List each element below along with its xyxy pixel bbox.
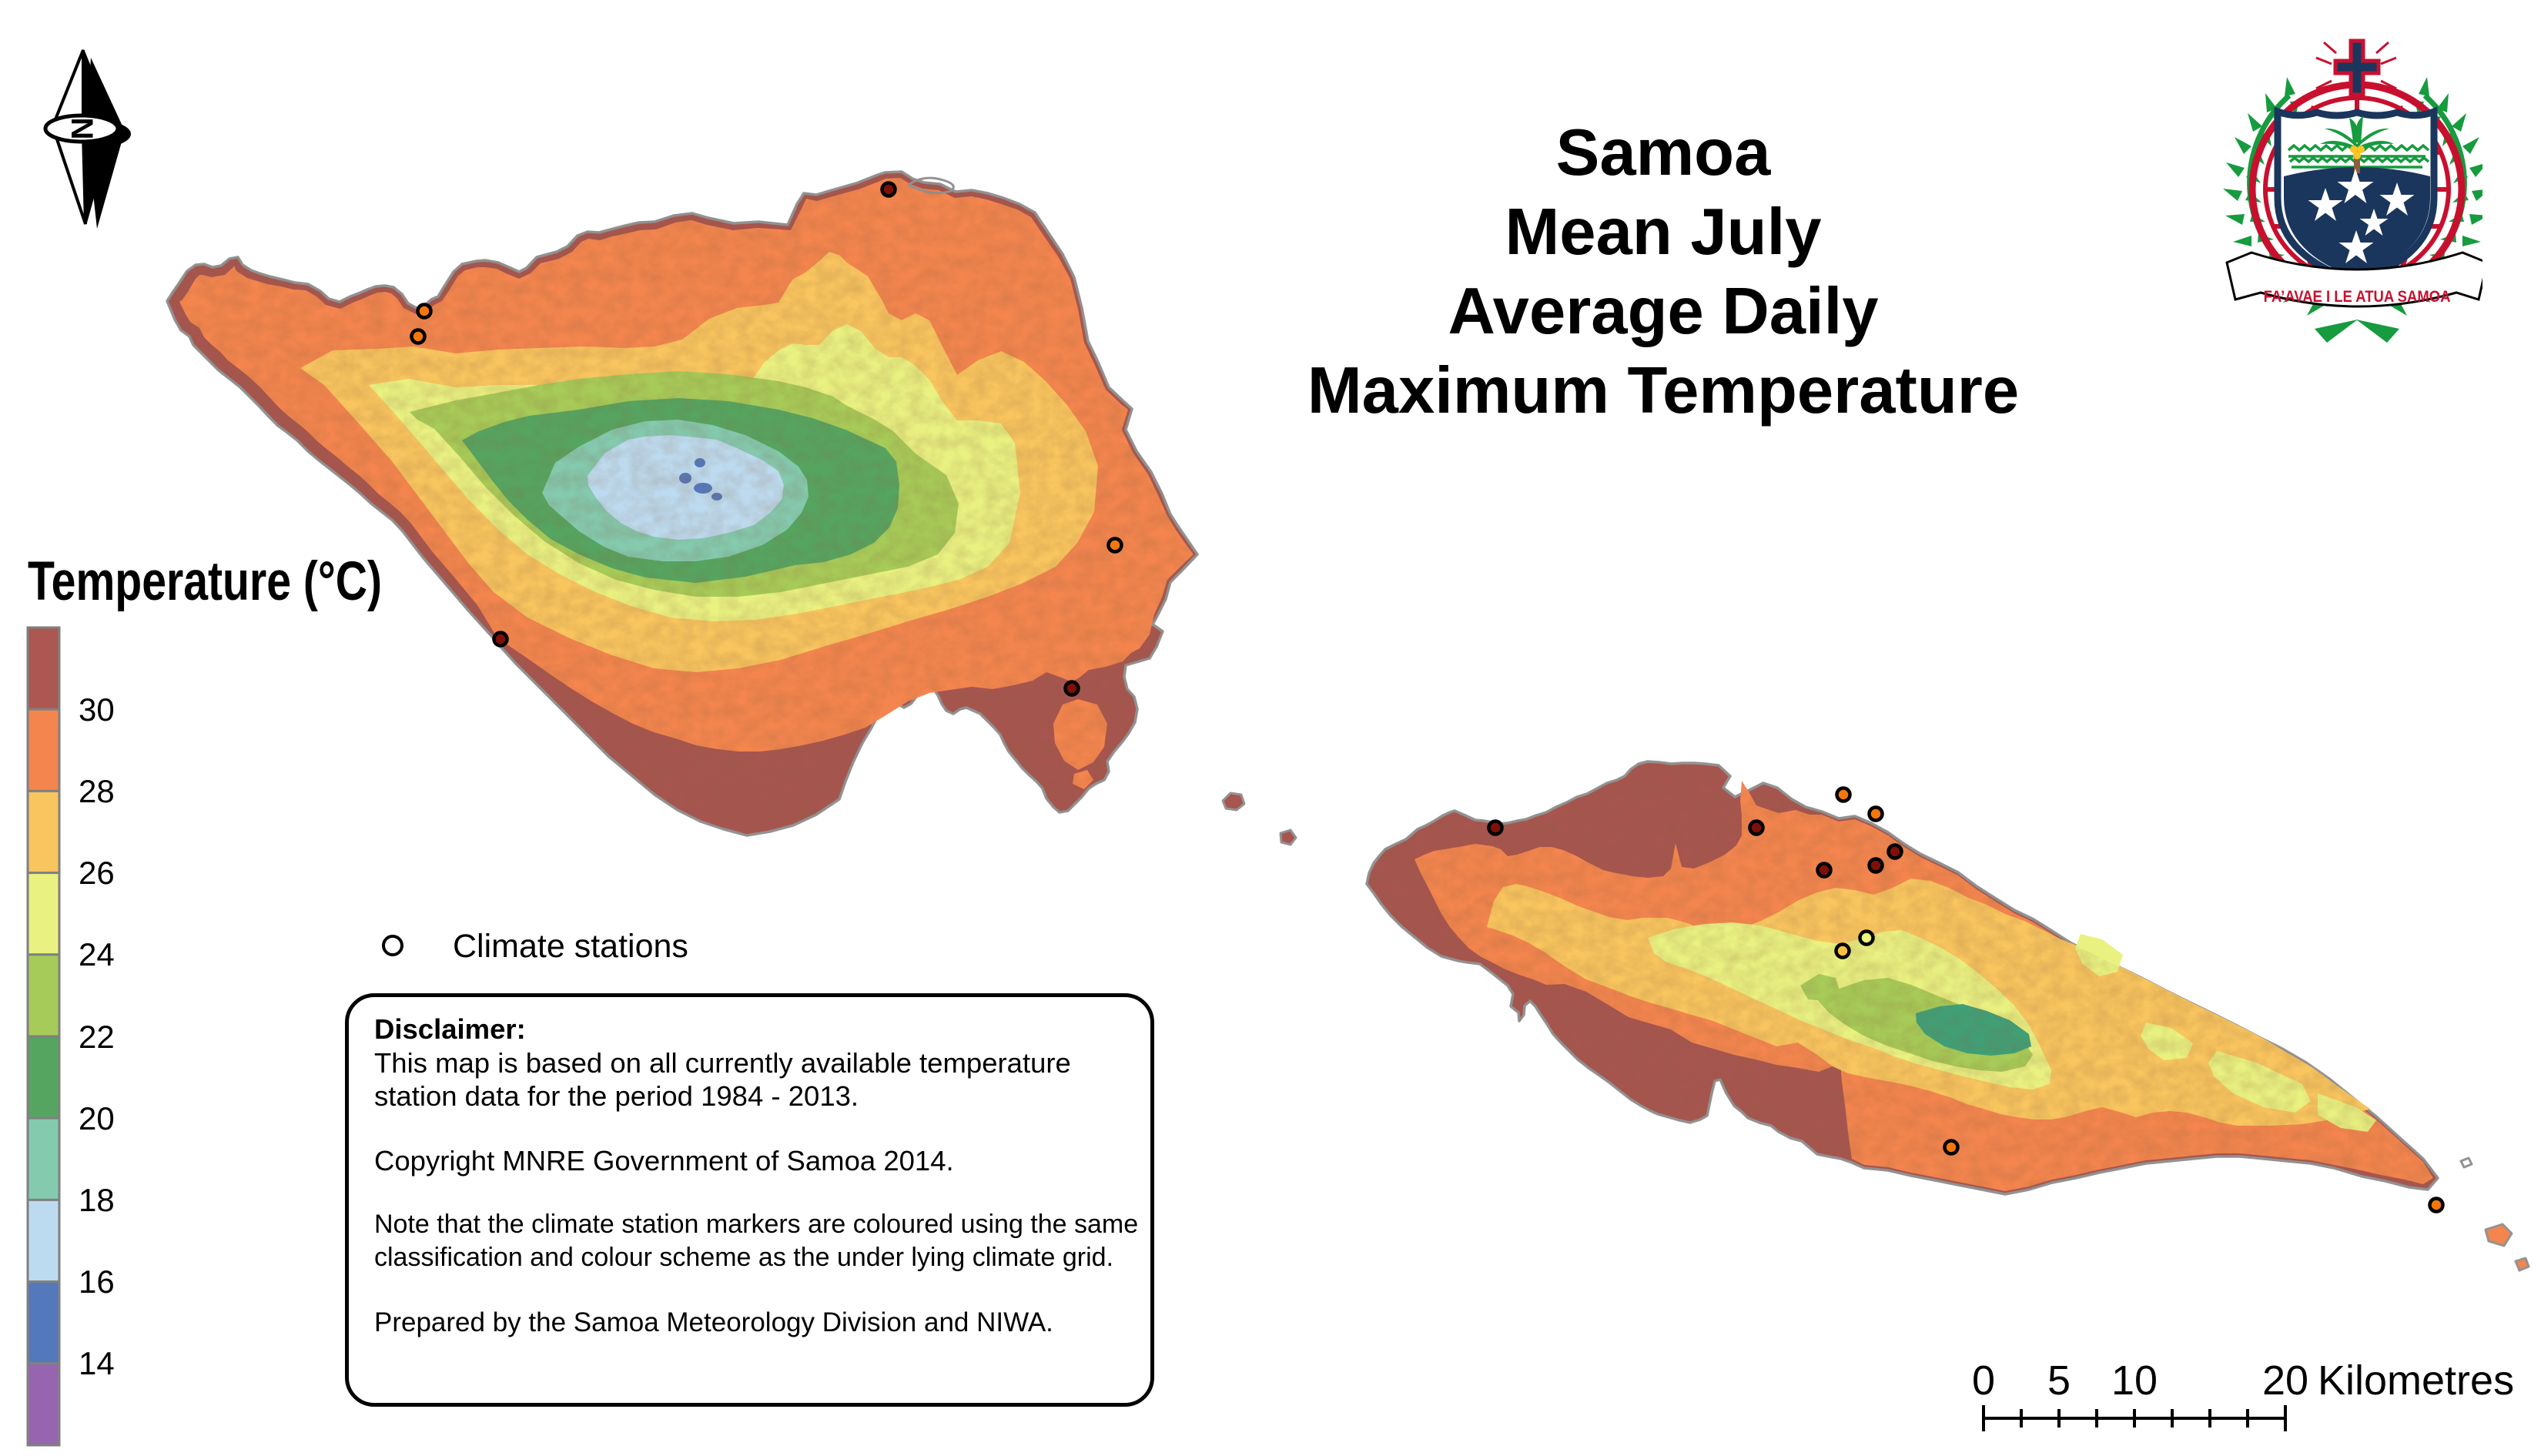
- svg-text:28: 28: [79, 773, 115, 809]
- svg-text:16: 16: [79, 1264, 115, 1300]
- svg-text:FA’AVAE I LE ATUA SAMOA: FA’AVAE I LE ATUA SAMOA: [2264, 288, 2451, 306]
- svg-text:20: 20: [2262, 1357, 2308, 1404]
- svg-text:5: 5: [2047, 1357, 2071, 1404]
- svg-text:24: 24: [79, 936, 115, 972]
- svg-text:30: 30: [79, 691, 115, 728]
- svg-text:14: 14: [79, 1345, 115, 1381]
- svg-text:Climate stations: Climate stations: [453, 928, 688, 965]
- svg-text:22: 22: [79, 1019, 115, 1055]
- svg-text:N: N: [65, 118, 99, 140]
- svg-text:26: 26: [79, 855, 115, 891]
- svg-text:18: 18: [79, 1182, 115, 1218]
- svg-text:20: 20: [79, 1100, 115, 1136]
- svg-text:Kilometres: Kilometres: [2318, 1357, 2514, 1404]
- svg-text:10: 10: [2111, 1357, 2158, 1404]
- svg-text:0: 0: [1972, 1357, 1995, 1404]
